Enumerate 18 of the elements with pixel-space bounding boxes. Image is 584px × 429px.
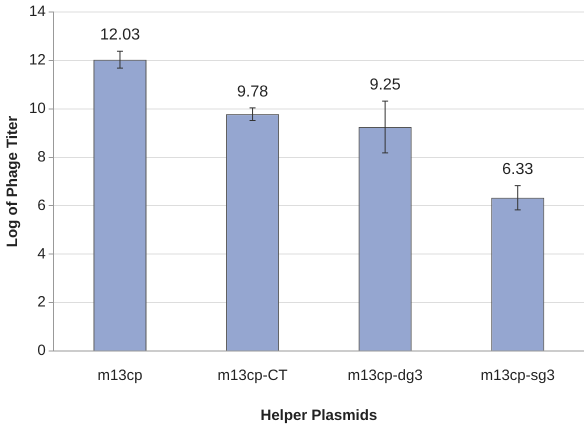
y-tick-label: 12 xyxy=(28,52,46,69)
x-tick-label: m13cp-sg3 xyxy=(480,367,555,384)
x-tick-label: m13cp-dg3 xyxy=(348,367,423,384)
data-label: 9.78 xyxy=(236,83,268,100)
y-tick-label: 8 xyxy=(37,148,46,166)
data-label: 6.33 xyxy=(502,161,534,178)
y-tick-label: 2 xyxy=(37,294,46,311)
y-tick-label: 14 xyxy=(28,3,46,20)
data-label: 9.25 xyxy=(370,76,401,94)
data-label: 12.03 xyxy=(100,26,140,44)
x-tick-label: m13cp-CT xyxy=(218,367,288,384)
x-tick-label: m13cp xyxy=(97,367,142,384)
y-tick-label: 10 xyxy=(28,100,46,117)
y-tick-label: 0 xyxy=(37,342,46,360)
y-tick-label: 4 xyxy=(37,245,46,262)
x-axis-title: Helper Plasmids xyxy=(260,407,378,424)
y-tick-label: 6 xyxy=(37,196,46,214)
y-axis-title: Log of Phage Titer xyxy=(4,116,22,248)
